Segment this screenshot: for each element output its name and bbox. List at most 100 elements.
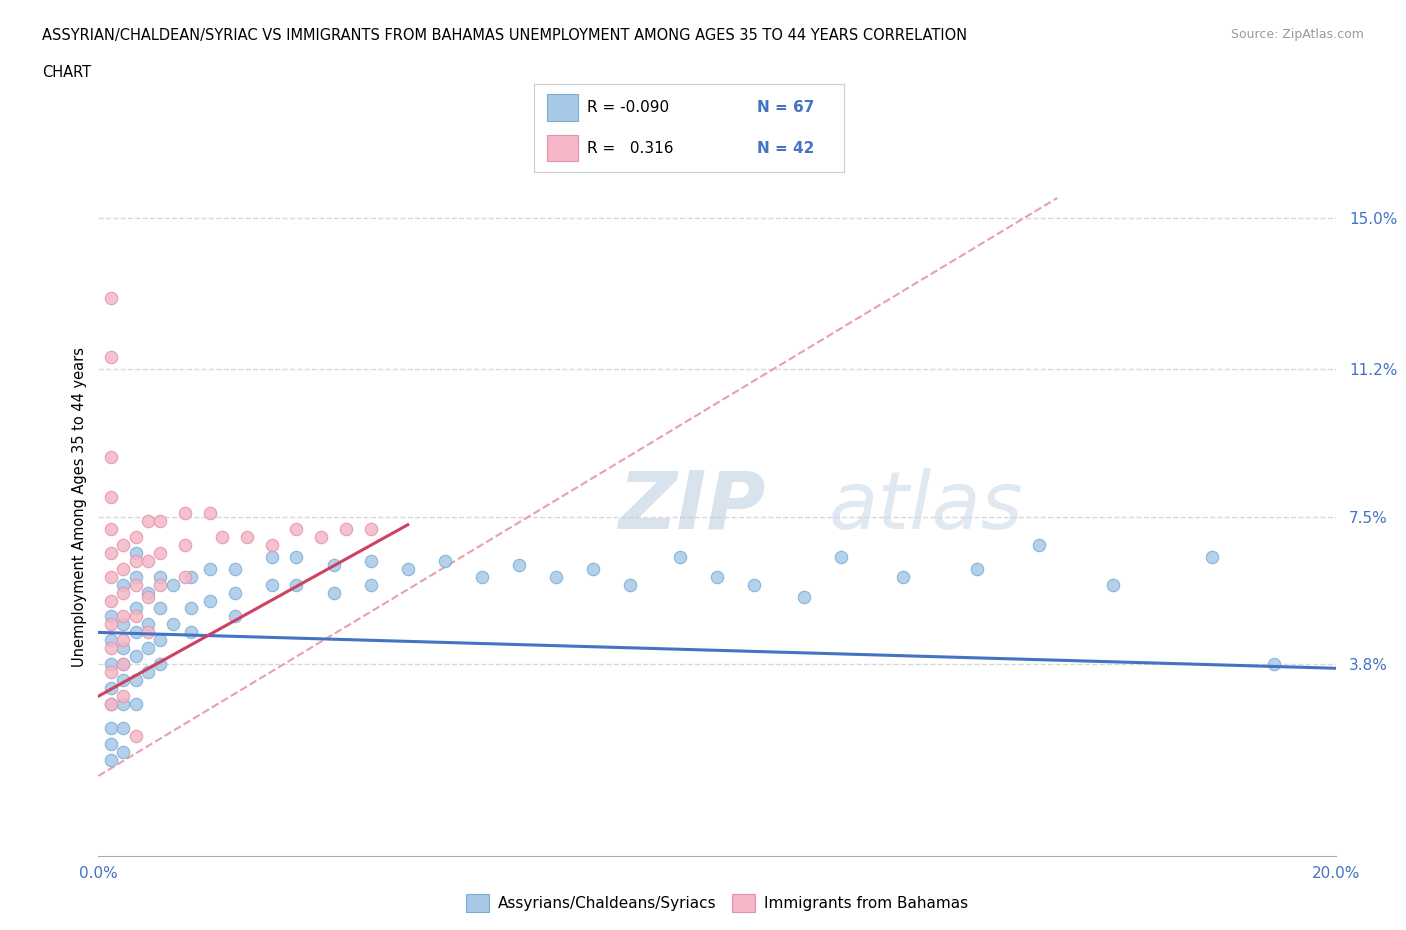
Text: R =   0.316: R = 0.316: [586, 140, 673, 155]
Point: [433, 553, 456, 568]
Point: [124, 649, 146, 664]
Point: [100, 681, 122, 696]
Y-axis label: Unemployment Among Ages 35 to 44 years: Unemployment Among Ages 35 to 44 years: [72, 347, 87, 667]
Point: [100, 657, 122, 671]
Point: [112, 561, 135, 576]
Point: [180, 625, 202, 640]
Point: [112, 578, 135, 592]
Point: [100, 489, 122, 504]
Point: [100, 522, 122, 537]
Point: [149, 601, 172, 616]
Point: [100, 290, 122, 305]
Point: [100, 721, 122, 736]
Point: [124, 529, 146, 544]
Point: [1028, 538, 1050, 552]
Point: [198, 561, 221, 576]
Point: [669, 550, 692, 565]
Point: [100, 449, 122, 464]
Point: [1263, 657, 1285, 671]
Point: [136, 589, 159, 604]
Point: [112, 633, 135, 648]
Point: [100, 633, 122, 648]
Point: [112, 697, 135, 711]
Point: [112, 672, 135, 687]
Point: [706, 569, 728, 584]
Point: [124, 553, 146, 568]
Point: [112, 641, 135, 656]
Point: [100, 569, 122, 584]
Point: [149, 569, 172, 584]
Point: [100, 697, 122, 711]
Point: [149, 513, 172, 528]
Point: [100, 665, 122, 680]
Point: [508, 557, 530, 572]
Point: [124, 578, 146, 592]
Point: [136, 553, 159, 568]
Text: atlas: atlas: [828, 468, 1024, 546]
Point: [260, 538, 283, 552]
Point: [112, 657, 135, 671]
Point: [112, 585, 135, 600]
Point: [180, 601, 202, 616]
Point: [180, 569, 202, 584]
Text: N = 67: N = 67: [756, 100, 814, 115]
FancyBboxPatch shape: [547, 135, 578, 162]
Point: [211, 529, 233, 544]
Point: [396, 561, 419, 576]
Point: [1201, 550, 1223, 565]
Point: [149, 633, 172, 648]
Point: [100, 350, 122, 365]
Point: [136, 625, 159, 640]
Point: [174, 505, 197, 520]
Text: R = -0.090: R = -0.090: [586, 100, 669, 115]
Point: [619, 578, 641, 592]
Point: [124, 625, 146, 640]
Point: [322, 557, 344, 572]
Point: [149, 578, 172, 592]
Point: [149, 657, 172, 671]
Point: [124, 609, 146, 624]
Point: [322, 585, 344, 600]
Point: [100, 641, 122, 656]
FancyBboxPatch shape: [547, 94, 578, 121]
Point: [260, 550, 283, 565]
Point: [742, 578, 765, 592]
Point: [1102, 578, 1125, 592]
Point: [360, 553, 382, 568]
Point: [136, 513, 159, 528]
Point: [100, 609, 122, 624]
Point: [100, 737, 122, 751]
Point: [309, 529, 332, 544]
Point: [335, 522, 357, 537]
Point: [124, 697, 146, 711]
Point: [112, 689, 135, 704]
Point: [100, 617, 122, 631]
Point: [198, 505, 221, 520]
Point: [966, 561, 988, 576]
Point: [124, 569, 146, 584]
Point: [136, 585, 159, 600]
Point: [793, 589, 815, 604]
Text: Source: ZipAtlas.com: Source: ZipAtlas.com: [1230, 28, 1364, 41]
Text: CHART: CHART: [42, 65, 91, 80]
Point: [124, 728, 146, 743]
Text: N = 42: N = 42: [756, 140, 814, 155]
Point: [285, 550, 308, 565]
Point: [100, 593, 122, 608]
Point: [224, 561, 246, 576]
Point: [124, 601, 146, 616]
Point: [112, 657, 135, 671]
Point: [112, 609, 135, 624]
Legend: Assyrians/Chaldeans/Syriacs, Immigrants from Bahamas: Assyrians/Chaldeans/Syriacs, Immigrants …: [460, 888, 974, 918]
Point: [236, 529, 259, 544]
Point: [224, 585, 246, 600]
Point: [546, 569, 568, 584]
Point: [149, 545, 172, 560]
Point: [174, 538, 197, 552]
Point: [112, 617, 135, 631]
Point: [471, 569, 494, 584]
Point: [136, 617, 159, 631]
Point: [136, 641, 159, 656]
Point: [582, 561, 605, 576]
Point: [112, 721, 135, 736]
